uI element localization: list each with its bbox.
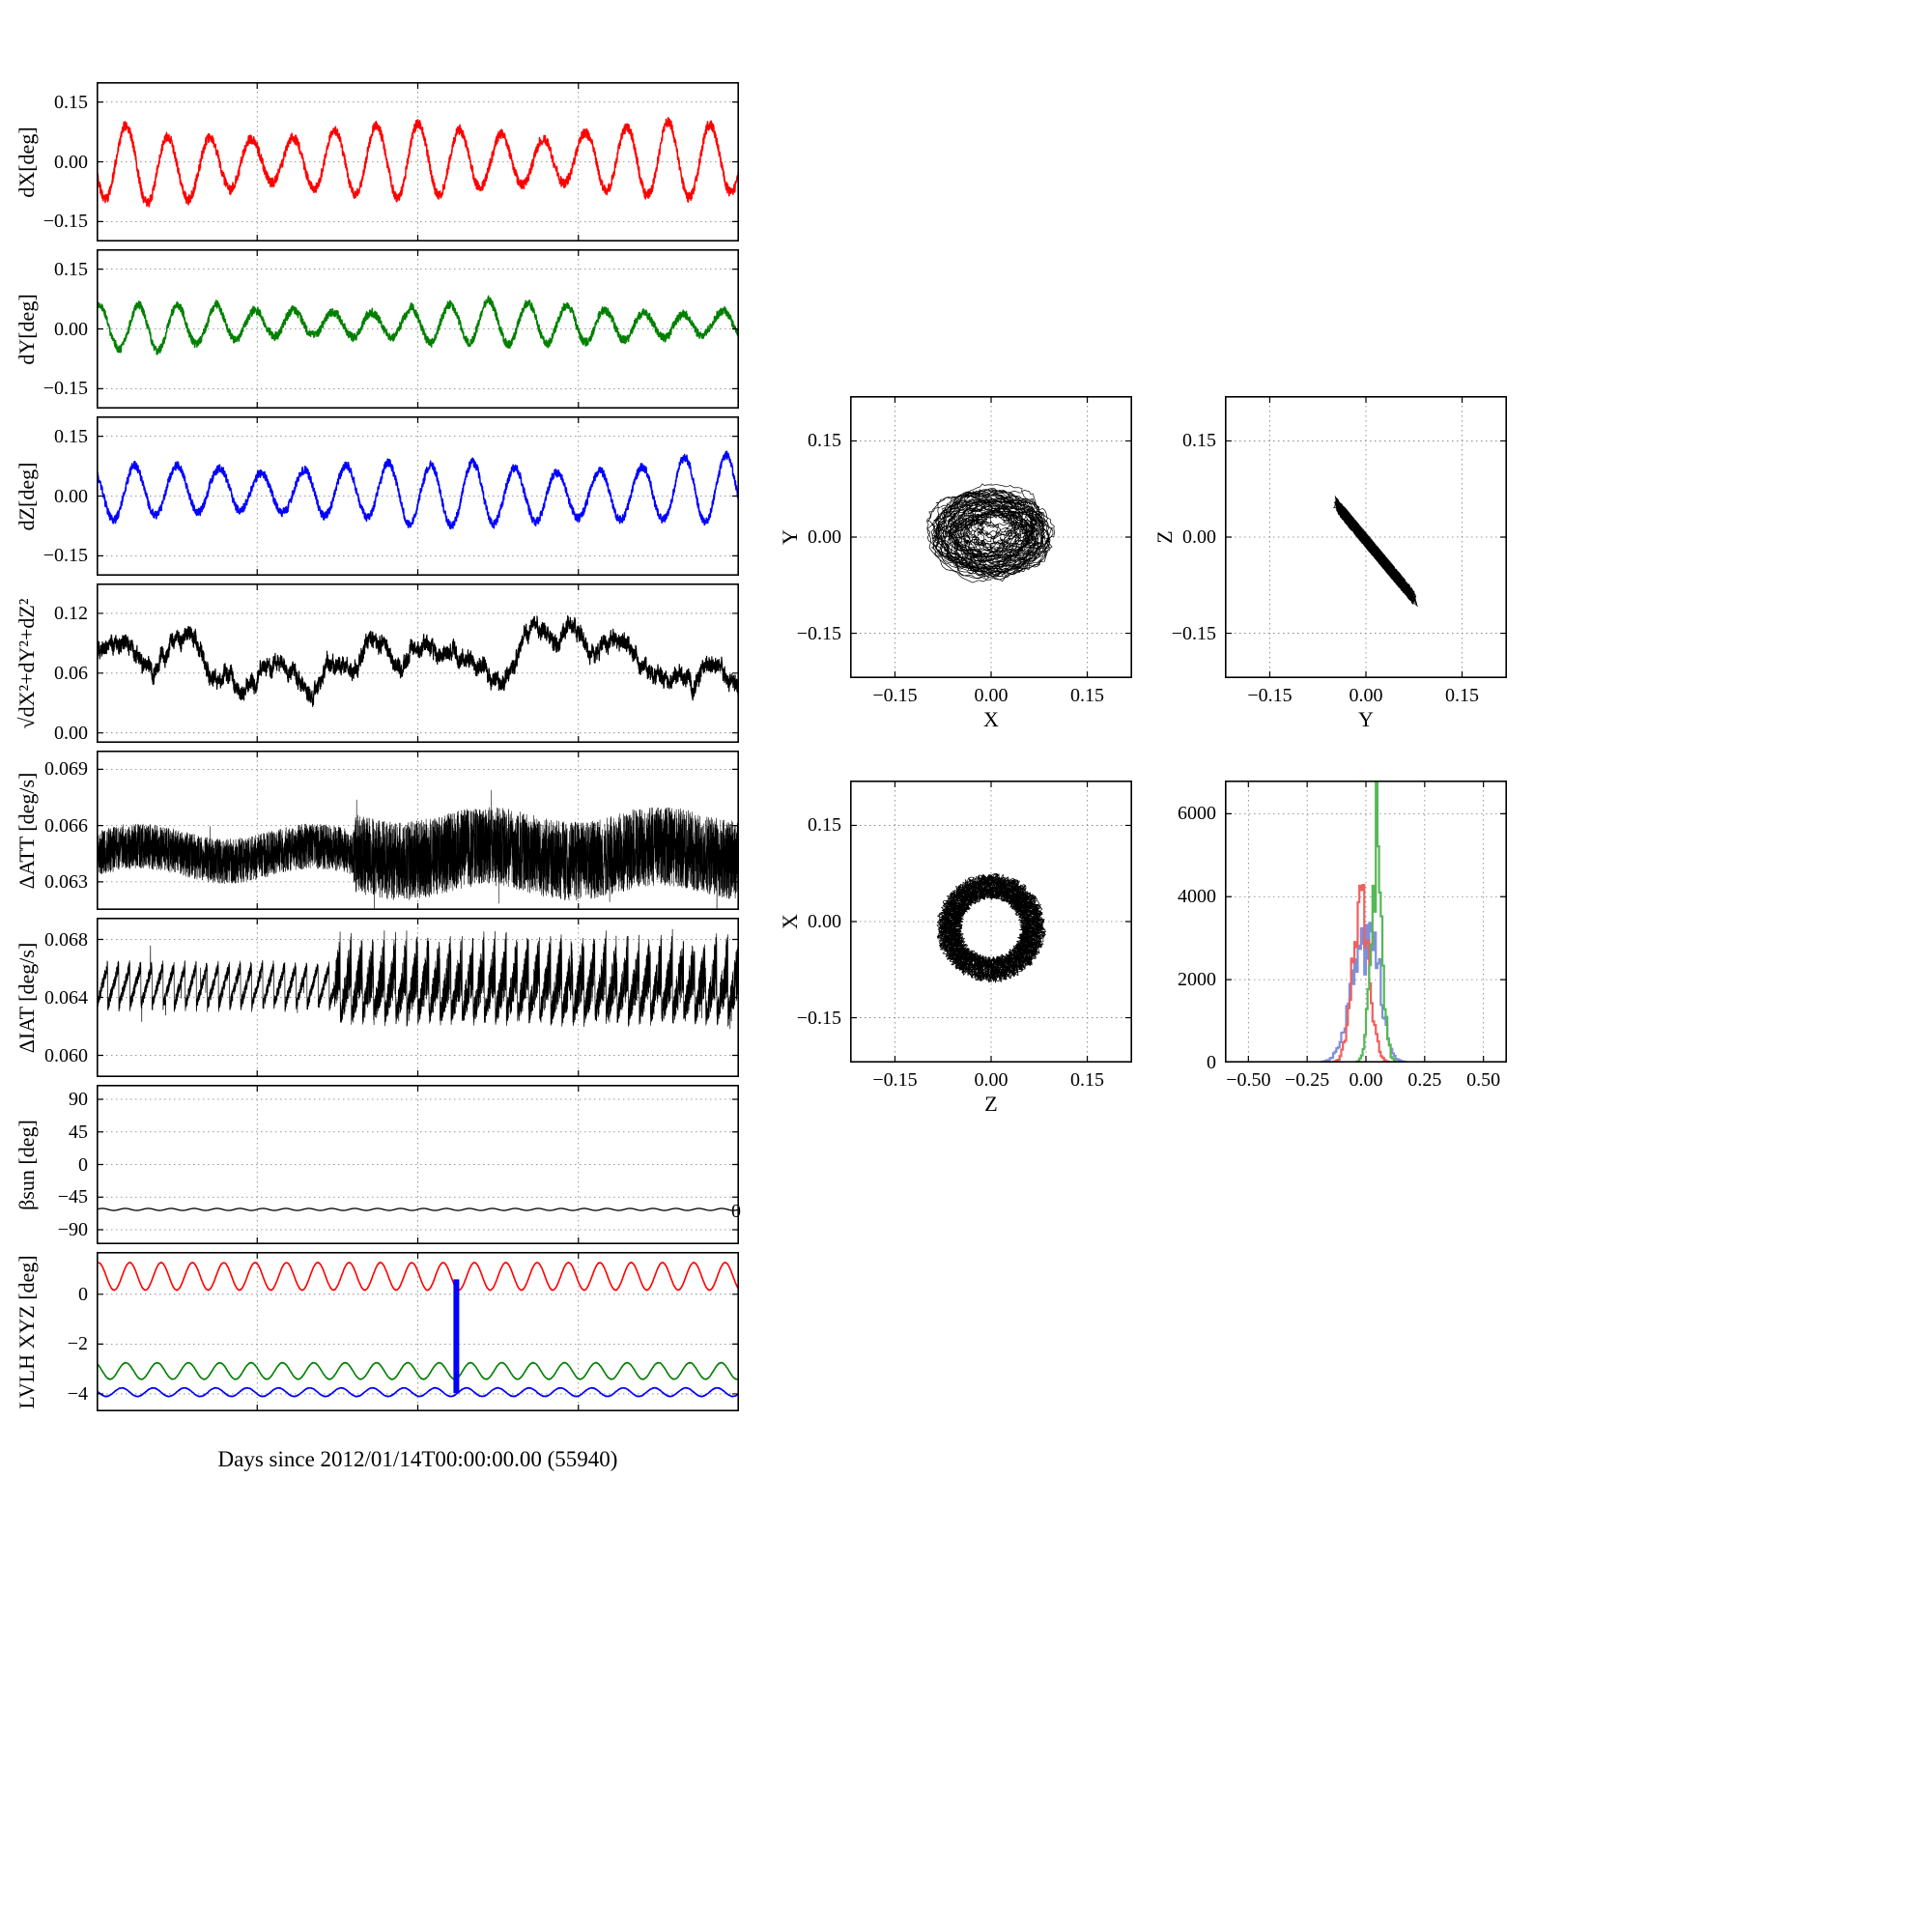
panel-dy: dY[deg] −0.15 0.00 0.15 — [14, 249, 739, 409]
y-tick-label: 0 — [78, 1283, 88, 1305]
y-tick-label: 0.00 — [1182, 526, 1216, 548]
panel-delta-iat: ΔIAT [deg/s] 0.060 0.064 0.068 — [14, 918, 739, 1077]
y-tick-label: 0.00 — [54, 151, 88, 173]
y-tick-label: 0 — [78, 1153, 88, 1176]
y-tick-label: 0.00 — [54, 318, 88, 340]
beta-sun-plot-canvas — [97, 1085, 739, 1244]
x-tick-label: −0.25 — [1285, 1069, 1330, 1091]
x-tick-label: 0.00 — [1349, 685, 1383, 706]
y-tick-label: 0.060 — [44, 1044, 88, 1066]
y-tick-label: 0.00 — [54, 722, 88, 744]
y-tick-label: 0.06 — [54, 662, 88, 684]
y-tick-label: 0.15 — [1182, 430, 1216, 452]
delta-iat-y-axis-label: ΔIAT [deg/s] — [14, 942, 39, 1053]
y-tick-label: −45 — [57, 1186, 88, 1208]
beta-sun-y-axis-label: βsun [deg] — [14, 1119, 39, 1210]
panel-beta-sun: βsun [deg] −90 −45 0 45 90 — [14, 1085, 739, 1244]
panel-dz: dZ[deg] −0.15 0.00 0.15 — [14, 416, 739, 576]
x-tick-label: 0.15 — [1070, 1069, 1105, 1091]
panel-histogram: 0 2000 4000 6000 −0.50 −0.25 0.00 0.25 0.50 — [1178, 781, 1507, 1090]
x-tick-label: 0.00 — [974, 1069, 1009, 1091]
scatter-xy-y-axis-label: Y — [778, 529, 802, 545]
y-tick-label: 0.00 — [808, 526, 841, 548]
scatter-zx-y-axis-label: X — [778, 914, 802, 929]
y-tick-label: 0.068 — [44, 928, 88, 951]
scatter-xy-plot-canvas — [850, 396, 1132, 678]
time-axis-label: Days since 2012/01/14T00:00:00.00 (55940… — [217, 1447, 618, 1471]
x-tick-label: 0.25 — [1407, 1069, 1442, 1091]
y-tick-label: −90 — [57, 1219, 88, 1240]
y-tick-label: 4000 — [1178, 886, 1216, 908]
panel-scatter-yz: Z Y −0.15 0.00 0.15 −0.15 0.00 0.15 — [1152, 396, 1507, 731]
y-tick-label: −2 — [67, 1333, 88, 1355]
scatter-zx-x-axis-label: Z — [984, 1092, 998, 1116]
x-tick-label: −0.15 — [1247, 685, 1293, 706]
y-tick-label: −0.15 — [43, 211, 88, 233]
dy-y-axis-label: dY[deg] — [14, 293, 39, 365]
scatter-yz-x-axis-label: Y — [1358, 707, 1374, 731]
y-tick-label: −0.15 — [796, 622, 841, 644]
x-tick-label: 0.00 — [974, 685, 1009, 706]
x-tick-label: −0.15 — [872, 1069, 918, 1091]
y-tick-label: 0.15 — [808, 430, 841, 452]
y-tick-label: 0.15 — [54, 425, 88, 447]
y-tick-label: −0.15 — [796, 1007, 841, 1029]
y-tick-label: 0.064 — [44, 986, 88, 1009]
x-tick-label: 0.15 — [1070, 685, 1105, 706]
x-tick-label: 0.50 — [1466, 1069, 1501, 1091]
x-tick-label: 0.15 — [1445, 685, 1480, 706]
y-tick-label: 0.063 — [44, 870, 88, 893]
y-tick-label: 2000 — [1178, 969, 1216, 991]
y-tick-label: 0.066 — [44, 814, 88, 837]
delta-iat-plot-canvas — [97, 918, 739, 1077]
y-tick-label: 0.15 — [54, 91, 88, 113]
lvlh-xyz-plot-canvas — [97, 1252, 739, 1411]
y-tick-label: −0.15 — [43, 378, 88, 400]
scatter-yz-y-axis-label: Z — [1152, 530, 1177, 544]
stray-zero-tick-label: 0 — [731, 1201, 741, 1222]
scatter-xy-x-axis-label: X — [983, 707, 999, 731]
dz-y-axis-label: dZ[deg] — [14, 462, 39, 530]
lvlh-xyz-y-axis-label: LVLH XYZ [deg] — [14, 1254, 39, 1409]
y-tick-label: 6000 — [1178, 803, 1216, 825]
panel-scatter-zx: X Z −0.15 0.00 0.15 −0.15 0.00 0.15 — [778, 781, 1132, 1116]
y-tick-label: 0.15 — [54, 258, 88, 280]
y-tick-label: −0.15 — [43, 545, 88, 567]
y-tick-label: 45 — [69, 1121, 88, 1143]
y-tick-label: 0.15 — [808, 814, 841, 837]
scatter-yz-plot-canvas — [1225, 396, 1507, 678]
y-tick-label: 0.069 — [44, 758, 88, 781]
dx-plot-canvas — [97, 82, 739, 242]
y-tick-label: 0.12 — [54, 602, 88, 624]
dy-plot-canvas — [97, 249, 739, 409]
rss-y-axis-label: √dX²+dY²+dZ² — [14, 598, 39, 728]
panel-scatter-xy: Y X −0.15 0.00 0.15 −0.15 0.00 0.15 — [778, 396, 1132, 731]
dx-y-axis-label: dX[deg] — [14, 126, 39, 198]
panel-lvlh-xyz: LVLH XYZ [deg] −4 −2 0 — [14, 1252, 739, 1411]
rss-plot-canvas — [97, 583, 739, 743]
scatter-zx-plot-canvas — [850, 781, 1132, 1063]
dz-plot-canvas — [97, 416, 739, 576]
delta-att-y-axis-label: ΔATT [deg/s] — [14, 772, 39, 889]
panel-delta-att: ΔATT [deg/s] 0.063 0.066 0.069 — [14, 751, 739, 910]
panel-dx: dX[deg] −0.15 0.00 0.15 — [14, 82, 739, 242]
histogram-plot-canvas — [1225, 781, 1507, 1063]
y-tick-label: 90 — [69, 1089, 88, 1110]
delta-att-plot-canvas — [97, 751, 739, 910]
y-tick-label: 0.00 — [808, 911, 841, 932]
y-tick-label: 0 — [1207, 1052, 1216, 1073]
y-tick-label: 0.00 — [54, 485, 88, 507]
x-tick-label: −0.15 — [872, 685, 918, 706]
y-tick-label: −4 — [67, 1382, 88, 1405]
x-tick-label: 0.00 — [1349, 1069, 1383, 1091]
y-tick-label: −0.15 — [1171, 622, 1216, 644]
x-tick-label: −0.50 — [1226, 1069, 1271, 1091]
panel-rss: √dX²+dY²+dZ² 0.00 0.06 0.12 — [14, 583, 739, 743]
